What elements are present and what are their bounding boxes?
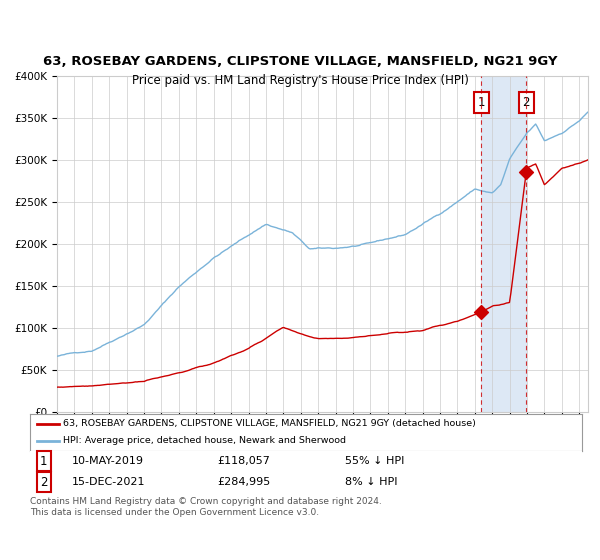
Text: 1: 1 <box>478 96 485 109</box>
Text: 1: 1 <box>40 455 47 468</box>
Text: 63, ROSEBAY GARDENS, CLIPSTONE VILLAGE, MANSFIELD, NG21 9GY (detached house): 63, ROSEBAY GARDENS, CLIPSTONE VILLAGE, … <box>63 419 476 428</box>
Text: 63, ROSEBAY GARDENS, CLIPSTONE VILLAGE, MANSFIELD, NG21 9GY: 63, ROSEBAY GARDENS, CLIPSTONE VILLAGE, … <box>43 55 557 68</box>
Text: £118,057: £118,057 <box>218 456 271 466</box>
Point <box>521 168 531 177</box>
Text: 10-MAY-2019: 10-MAY-2019 <box>71 456 143 466</box>
Text: 55% ↓ HPI: 55% ↓ HPI <box>344 456 404 466</box>
Text: 2: 2 <box>523 96 530 109</box>
Text: HPI: Average price, detached house, Newark and Sherwood: HPI: Average price, detached house, Newa… <box>63 436 346 445</box>
Text: 2: 2 <box>40 476 47 489</box>
Text: Contains HM Land Registry data © Crown copyright and database right 2024.
This d: Contains HM Land Registry data © Crown c… <box>30 497 382 517</box>
Text: Price paid vs. HM Land Registry's House Price Index (HPI): Price paid vs. HM Land Registry's House … <box>131 74 469 87</box>
Point <box>476 308 486 317</box>
Text: 15-DEC-2021: 15-DEC-2021 <box>71 477 145 487</box>
Text: £284,995: £284,995 <box>218 477 271 487</box>
Bar <box>481 76 526 412</box>
Text: 8% ↓ HPI: 8% ↓ HPI <box>344 477 397 487</box>
